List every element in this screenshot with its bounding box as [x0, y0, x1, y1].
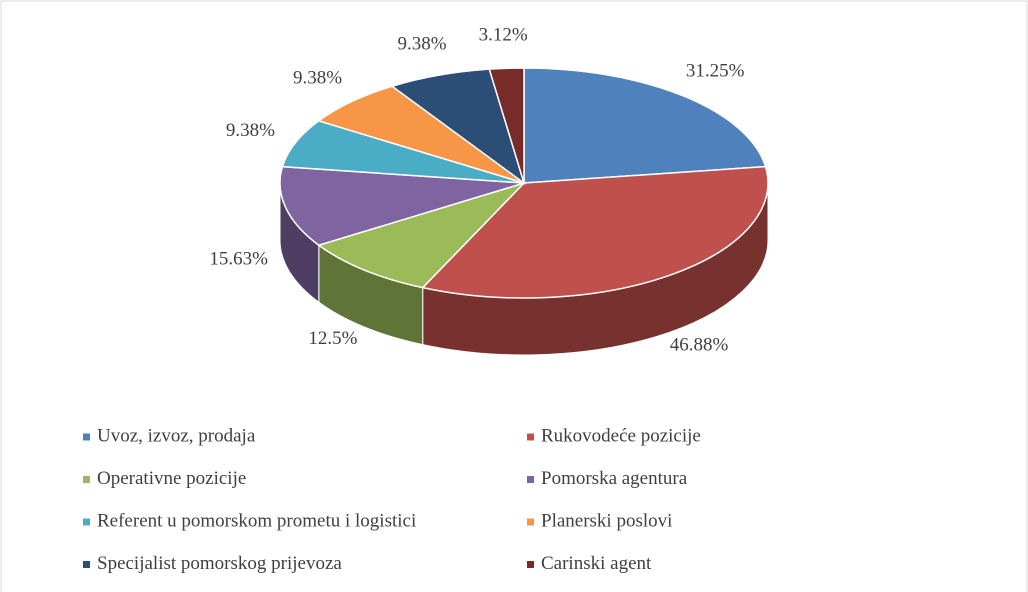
data-label: 9.38% — [397, 34, 446, 55]
legend-swatch — [83, 561, 90, 568]
pie-slice — [281, 120, 525, 184]
pie-slice — [390, 68, 526, 185]
legend-swatch — [527, 433, 534, 441]
legend-swatch — [83, 433, 90, 441]
data-label: 3.12% — [479, 25, 528, 46]
legend-label: Uvoz, izvoz, prodaja — [97, 425, 256, 446]
legend-swatch — [527, 561, 534, 568]
legend-label: Carinski agent — [541, 553, 652, 574]
pie-slice — [488, 67, 525, 184]
pie-slice — [317, 85, 525, 184]
legend-swatch — [83, 476, 90, 483]
legend-swatch — [527, 476, 534, 483]
pie-slice — [523, 67, 767, 184]
data-label: 15.63% — [209, 248, 268, 269]
data-label: 9.38% — [293, 67, 342, 88]
data-label: 9.38% — [226, 120, 275, 141]
legend-label: Specijalist pomorskog prijevoza — [97, 553, 342, 574]
legend-swatch — [527, 518, 534, 526]
data-label: 12.5% — [308, 328, 357, 349]
data-label: 46.88% — [670, 335, 729, 356]
pie-slice — [279, 165, 525, 247]
legend-label: Rukovodeće pozicije — [541, 425, 701, 446]
data-label: 31.25% — [686, 60, 745, 81]
legend-label: Operativne pozicije — [97, 468, 246, 489]
legend-label: Referent u pomorskom prometu i logistici — [97, 510, 416, 531]
legend-swatch — [83, 518, 90, 526]
pie-slice — [317, 181, 527, 289]
legend-label: Planerski poslovi — [541, 510, 672, 531]
legend-label: Pomorska agentura — [541, 468, 688, 489]
